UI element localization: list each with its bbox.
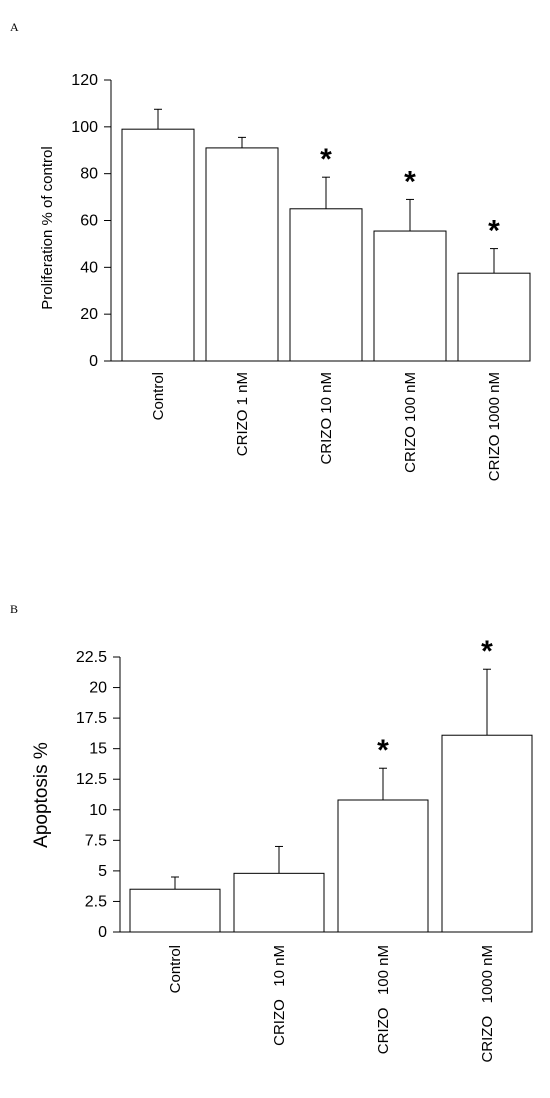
y-tick-label-b: 2.5 xyxy=(85,893,107,910)
y-tick-label-a: 40 xyxy=(80,259,98,276)
category-label: CRIZO 100 nM xyxy=(402,372,419,473)
y-tick-label-b: 5 xyxy=(98,863,107,880)
y-tick-label-a: 0 xyxy=(89,353,98,370)
y-axis-label-b: Apoptosis % xyxy=(31,742,52,848)
y-tick-label-b: 22.5 xyxy=(76,649,107,666)
category-label: CRIZO 10 nM xyxy=(271,945,288,1046)
y-tick-label-a: 80 xyxy=(80,166,98,183)
bars-a: * * * xyxy=(121,108,531,362)
panel-label-b: B xyxy=(10,602,18,616)
category-label: CRIZO 1000 nM xyxy=(479,945,496,1063)
y-axis-label-a: Proliferation % of control xyxy=(39,146,56,309)
significance-star: * xyxy=(481,635,493,668)
category-label: CRIZO 100 nM xyxy=(375,945,392,1054)
chart-b: B Apoptosis % 0 2.5 5 7.5 10 12.5 15 17.5 20 22.5… xyxy=(10,602,533,1063)
category-label: CRIZO 1000 nM xyxy=(486,372,503,481)
bar xyxy=(373,230,447,362)
y-tick-label-a: 60 xyxy=(80,213,98,230)
y-tick-label-a: 20 xyxy=(80,306,98,323)
panel-label-a: A xyxy=(10,20,19,34)
bar xyxy=(233,872,325,933)
significance-star: * xyxy=(320,143,332,176)
bars-b: ** xyxy=(129,635,533,933)
y-tick-label-b: 7.5 xyxy=(85,832,107,849)
bar xyxy=(441,734,533,933)
y-tick-label-b: 15 xyxy=(89,741,107,758)
category-label: CRIZO 10 nM xyxy=(318,372,335,465)
y-ticks-a: 0 20 40 60 80 100 120 xyxy=(71,72,111,370)
bar xyxy=(205,147,279,362)
category-labels-b: Control CRIZO 10 nM CRIZO 100 nM CRIZO 1000… xyxy=(167,945,496,1063)
y-tick-label-b: 10 xyxy=(89,802,107,819)
category-label: Control xyxy=(150,372,167,420)
bar xyxy=(289,208,363,362)
y-tick-label-b: 12.5 xyxy=(76,771,107,788)
significance-star: * xyxy=(404,165,416,198)
y-tick-label-b: 17.5 xyxy=(76,710,107,727)
y-tick-label-b: 0 xyxy=(98,924,107,941)
y-tick-label-a: 100 xyxy=(71,119,98,136)
bar xyxy=(457,272,531,362)
bar xyxy=(121,128,195,362)
y-tick-label-b: 20 xyxy=(89,680,107,697)
category-labels-a: Control CRIZO 1 nM CRIZO 10 nM CRIZO 100 nM… xyxy=(150,372,503,481)
significance-star: * xyxy=(488,215,500,248)
chart-a: A Proliferation % of control 0 20 40 60 80 10… xyxy=(10,20,531,481)
bar xyxy=(337,799,429,933)
category-label: CRIZO 1 nM xyxy=(234,372,251,456)
category-label: Control xyxy=(167,945,184,993)
y-tick-label-a: 120 xyxy=(71,72,98,89)
y-ticks-b: 0 2.5 5 7.5 10 12.5 15 17.5 20 22.5 xyxy=(76,649,120,941)
significance-star: * xyxy=(377,734,389,767)
bar xyxy=(129,888,221,933)
